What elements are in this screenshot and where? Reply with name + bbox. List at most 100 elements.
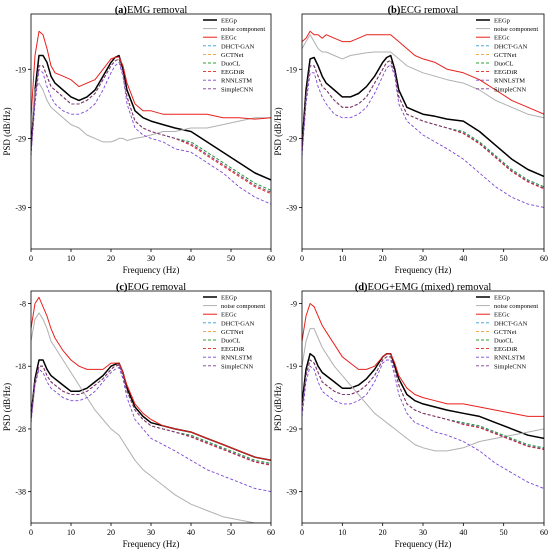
x-axis-label: Frequency (Hz) <box>123 265 180 275</box>
series-line-rnnlstm <box>31 61 271 205</box>
y-tick-label: -29 <box>15 134 26 143</box>
legend-label: SimpleCNN <box>494 363 526 370</box>
legend-label: EEGDiR <box>221 69 245 76</box>
series-line-duocl <box>31 364 271 464</box>
x-tick-label: 10 <box>67 254 75 263</box>
legend-label: SimpleCNN <box>494 86 526 93</box>
x-tick-label: 10 <box>338 254 346 263</box>
series-line-noise-component <box>31 312 271 523</box>
x-tick-label: 0 <box>300 254 304 263</box>
chart-panel-3: (c)EOG removal 0 10 20 30 40 50 60 -8 -18 -28 -38 Fr… <box>2 282 275 549</box>
legend-label: DuoCL <box>221 338 241 345</box>
x-tick-label: 60 <box>540 528 548 537</box>
x-tick-label: 0 <box>29 528 33 537</box>
y-tick-label: -28 <box>15 425 26 434</box>
legend-label: EEGDiR <box>494 69 518 76</box>
series-line-duocl <box>302 59 544 188</box>
legend-label: RNNLSTM <box>221 355 252 362</box>
series-line-eegc <box>31 30 271 120</box>
y-tick-label: -19 <box>286 362 297 371</box>
series-lines <box>31 30 271 205</box>
legend-label: EEGDiR <box>494 346 518 353</box>
x-tick-label: 40 <box>459 254 467 263</box>
x-tick-label: 0 <box>300 528 304 537</box>
panel-title-text: EOG removal <box>128 282 187 293</box>
legend-label: EEGp <box>494 18 510 25</box>
x-tick-label: 0 <box>29 254 33 263</box>
y-tick-label: -9 <box>290 300 297 309</box>
legend-label: noise component <box>221 26 265 33</box>
panel-letter: (c) <box>116 282 128 293</box>
series-line-eegc <box>31 296 271 461</box>
x-tick-label: 30 <box>419 528 427 537</box>
series-lines <box>302 303 544 489</box>
x-tick-label: 20 <box>379 254 387 263</box>
panel-title: (a)EMG removal <box>115 5 188 16</box>
y-axis-label: PSD (dB/Hz) <box>273 107 283 155</box>
x-tick-label: 60 <box>540 254 548 263</box>
series-line-eegc <box>302 30 544 115</box>
series-line-noise-component <box>31 82 271 143</box>
x-axis-label: Frequency (Hz) <box>395 539 452 549</box>
legend-label: RNNLSTM <box>494 78 525 85</box>
x-tick-label: 50 <box>500 254 508 263</box>
x-tick-label: 20 <box>379 528 387 537</box>
panel-title-text: ECG removal <box>400 5 458 16</box>
y-tick-label: -8 <box>19 300 26 309</box>
series-line-eegdir <box>302 59 544 190</box>
legend-label: EEGp <box>221 18 237 25</box>
series-line-eegp <box>31 359 271 462</box>
series-line-rnnlstm <box>302 359 544 489</box>
y-tick-label: -38 <box>15 488 26 497</box>
legend-label: EEGp <box>221 295 237 302</box>
panel-letter: (b) <box>388 5 401 16</box>
legend-label: EEGc <box>221 312 237 319</box>
chart-panel-4: (d)EOG+EMG (mixed) removal 0 10 20 30 40 50 60 -… <box>273 282 548 549</box>
x-tick-label: 30 <box>147 528 155 537</box>
x-tick-label: 50 <box>500 528 508 537</box>
panel-title-text: EOG+EMG (mixed) removal <box>368 282 492 293</box>
y-axis-label: PSD (dB/Hz) <box>2 383 12 431</box>
panel-title-text: EMG removal <box>127 5 187 16</box>
series-line-eegc <box>302 303 544 417</box>
x-tick-label: 40 <box>187 254 195 263</box>
y-tick-label: -39 <box>286 488 297 497</box>
series-line-noise-component <box>302 328 544 452</box>
legend-label: noise component <box>494 26 538 33</box>
legend-label: EEGp <box>494 295 510 302</box>
series-line-simplecnn <box>302 356 544 450</box>
x-tick-label: 20 <box>107 254 115 263</box>
x-tick-label: 30 <box>419 254 427 263</box>
x-tick-label: 30 <box>147 254 155 263</box>
series-line-simplecnn <box>31 364 271 466</box>
x-tick-label: 10 <box>67 528 75 537</box>
legend-label: EEGc <box>221 35 237 42</box>
chart-panel-1: (a)EMG removal 0 10 20 30 40 50 60 -19 -29 -39 Freq… <box>2 5 275 275</box>
y-axis-label: PSD (dB/Hz) <box>273 383 283 431</box>
legend-label: noise component <box>494 303 538 310</box>
chart-panel-2: (b)ECG removal 0 10 20 30 40 50 60 -19 -29 -39 Freq… <box>273 5 548 275</box>
legend-label: DHCT-GAN <box>494 43 528 50</box>
x-axis-label: Frequency (Hz) <box>123 539 180 549</box>
legend-label: GCTNet <box>494 52 517 59</box>
x-tick-label: 10 <box>338 528 346 537</box>
legend-label: DuoCL <box>494 338 514 345</box>
x-tick-label: 50 <box>227 528 235 537</box>
series-line-simplecnn <box>31 58 271 193</box>
y-tick-label: -39 <box>286 204 297 213</box>
legend-label: DuoCL <box>494 61 514 68</box>
y-tick-label: -29 <box>286 134 297 143</box>
legend-label: RNNLSTM <box>494 355 525 362</box>
y-tick-label: -39 <box>15 204 26 213</box>
legend-label: GCTNet <box>221 329 244 336</box>
panel-title: (c)EOG removal <box>116 282 186 293</box>
x-tick-label: 40 <box>187 528 195 537</box>
y-tick-label: -18 <box>15 362 26 371</box>
legend-label: EEGc <box>494 35 510 42</box>
legend-label: DuoCL <box>221 61 241 68</box>
y-axis-label: PSD (dB/Hz) <box>2 107 12 155</box>
series-lines <box>31 296 271 523</box>
